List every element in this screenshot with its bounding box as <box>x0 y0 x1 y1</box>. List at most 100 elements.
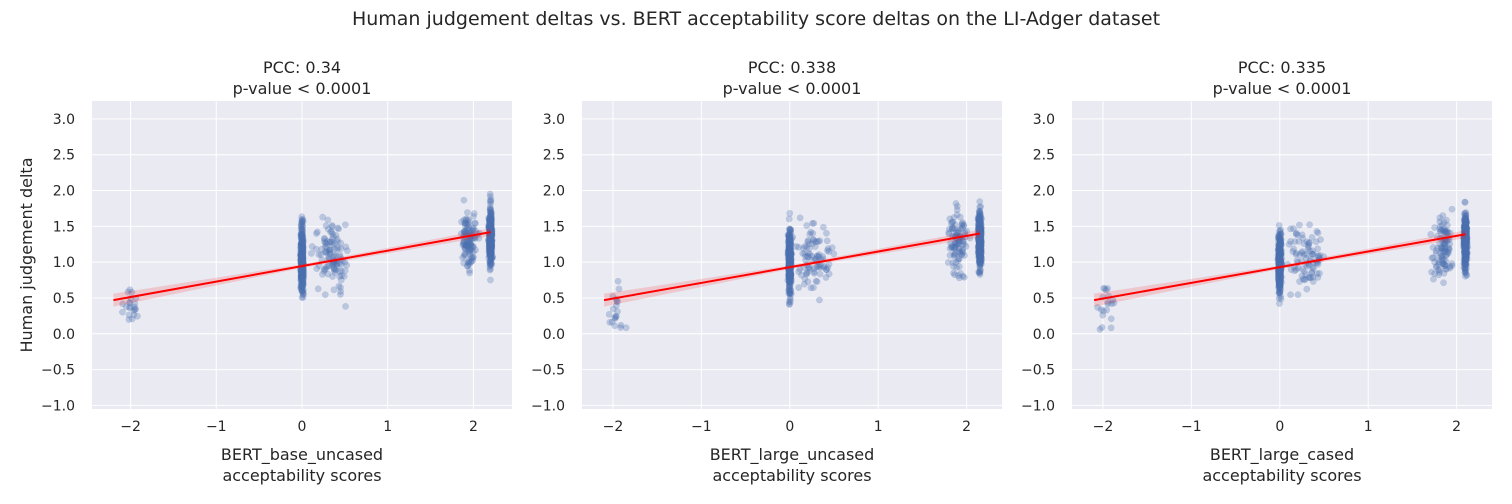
data-point <box>299 293 307 301</box>
data-point <box>487 220 495 228</box>
data-point <box>785 215 793 223</box>
data-point <box>299 257 307 264</box>
data-point <box>488 254 496 261</box>
data-point <box>488 249 496 257</box>
data-point <box>341 267 349 275</box>
data-point <box>486 243 494 250</box>
data-point <box>298 272 306 280</box>
data-point <box>298 249 306 257</box>
data-point <box>486 218 494 226</box>
data-point <box>948 243 956 251</box>
data-point <box>126 303 134 311</box>
data-point <box>486 223 494 231</box>
data-point <box>297 250 305 258</box>
data-point <box>298 279 306 287</box>
data-point <box>298 250 306 258</box>
data-point <box>298 256 306 264</box>
data-point <box>298 243 306 251</box>
data-point <box>298 225 306 233</box>
data-point <box>486 224 494 232</box>
data-point <box>820 264 828 271</box>
data-point <box>952 258 960 266</box>
data-point <box>299 234 307 242</box>
data-point <box>320 234 328 242</box>
data-point <box>298 233 306 240</box>
data-point <box>487 225 495 233</box>
data-point <box>297 230 305 238</box>
data-point <box>297 283 305 290</box>
data-point <box>298 244 306 252</box>
panel-title-line2: p-value < 0.0001 <box>233 79 372 98</box>
y-tick-label: 2.5 <box>543 148 565 164</box>
data-point <box>487 241 495 249</box>
data-point <box>959 272 967 280</box>
data-point <box>486 239 494 247</box>
data-point <box>297 252 305 260</box>
data-point <box>297 255 305 263</box>
data-point <box>486 244 494 252</box>
data-point <box>299 248 307 256</box>
data-point <box>298 250 306 258</box>
data-point <box>341 221 349 229</box>
data-point <box>1440 279 1447 287</box>
data-point <box>298 280 306 288</box>
panel-title-line1: PCC: 0.34 <box>263 58 341 77</box>
data-point <box>1300 276 1308 284</box>
data-point <box>487 246 494 254</box>
panel-2: −2 −1 0 1 2 −1.0 −0.5 0.0 0.5 1.0 1.5 2.0 2.5 3.0 PCC:… <box>531 58 1002 485</box>
data-point <box>299 241 307 249</box>
data-point <box>486 241 494 249</box>
data-point <box>487 224 495 232</box>
data-point <box>130 307 138 315</box>
data-point <box>485 243 493 251</box>
data-point <box>333 262 341 270</box>
data-point <box>487 216 494 224</box>
data-point <box>320 238 328 245</box>
data-point <box>298 247 306 255</box>
data-point <box>297 257 305 265</box>
data-point <box>297 258 305 266</box>
data-point <box>299 267 307 275</box>
data-point <box>298 256 306 264</box>
data-point <box>1295 221 1303 229</box>
data-point <box>956 213 964 221</box>
data-point <box>326 249 334 257</box>
data-point <box>487 235 495 243</box>
data-point <box>299 239 307 247</box>
data-point <box>485 214 493 222</box>
data-point <box>299 289 307 297</box>
data-point <box>312 230 320 237</box>
data-point <box>298 245 306 253</box>
data-point <box>299 244 307 252</box>
data-point <box>487 210 495 218</box>
data-point <box>487 224 495 232</box>
data-point <box>1275 241 1283 249</box>
data-point <box>487 240 495 247</box>
data-point <box>297 267 305 275</box>
data-point <box>315 251 323 259</box>
data-point <box>298 270 306 278</box>
data-point <box>486 213 494 221</box>
data-point <box>333 235 341 243</box>
data-point <box>297 274 305 282</box>
data-point <box>299 256 307 264</box>
data-point <box>330 251 338 259</box>
data-point <box>122 303 130 311</box>
data-point <box>297 254 305 262</box>
data-point <box>486 224 494 232</box>
data-point <box>487 196 495 204</box>
data-point <box>614 277 622 285</box>
data-point <box>297 258 305 265</box>
data-point <box>485 222 493 230</box>
data-point <box>1461 198 1469 206</box>
data-point <box>1287 225 1294 233</box>
data-point <box>1107 315 1115 323</box>
data-point <box>297 256 305 264</box>
data-point <box>298 235 306 243</box>
data-point <box>298 222 306 230</box>
data-point <box>487 256 495 264</box>
data-point <box>297 269 305 277</box>
data-point <box>298 287 306 295</box>
data-point <box>1277 285 1285 293</box>
data-point <box>486 224 494 232</box>
